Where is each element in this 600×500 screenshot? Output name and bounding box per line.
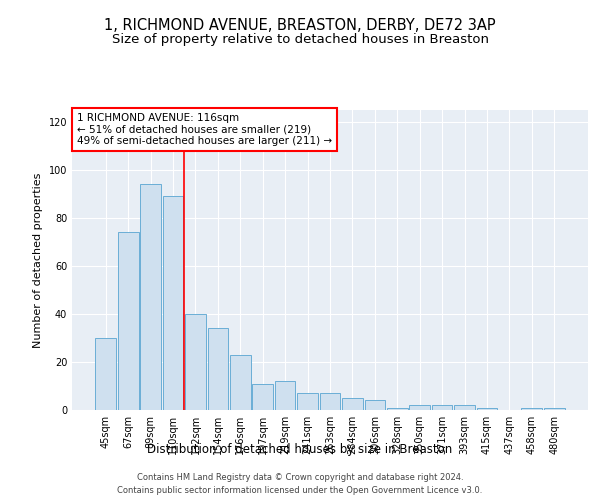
Bar [95, 338, 116, 410]
Bar [230, 355, 251, 410]
Bar [208, 328, 228, 410]
Bar [320, 393, 340, 410]
Bar [163, 196, 184, 410]
Text: Contains public sector information licensed under the Open Government Licence v3: Contains public sector information licen… [118, 486, 482, 495]
Bar [365, 400, 385, 410]
Bar [140, 184, 161, 410]
Bar [118, 232, 139, 410]
Bar [253, 384, 273, 410]
Text: 1, RICHMOND AVENUE, BREASTON, DERBY, DE72 3AP: 1, RICHMOND AVENUE, BREASTON, DERBY, DE7… [104, 18, 496, 32]
Bar [387, 408, 407, 410]
Bar [454, 405, 475, 410]
Text: Size of property relative to detached houses in Breaston: Size of property relative to detached ho… [112, 32, 488, 46]
Bar [521, 408, 542, 410]
Bar [297, 393, 318, 410]
Bar [185, 314, 206, 410]
Bar [342, 398, 363, 410]
Text: Contains HM Land Registry data © Crown copyright and database right 2024.: Contains HM Land Registry data © Crown c… [137, 472, 463, 482]
Bar [432, 405, 452, 410]
Bar [409, 405, 430, 410]
Bar [476, 408, 497, 410]
Bar [275, 381, 295, 410]
Bar [544, 408, 565, 410]
Y-axis label: Number of detached properties: Number of detached properties [33, 172, 43, 348]
Text: 1 RICHMOND AVENUE: 116sqm
← 51% of detached houses are smaller (219)
49% of semi: 1 RICHMOND AVENUE: 116sqm ← 51% of detac… [77, 113, 332, 146]
Text: Distribution of detached houses by size in Breaston: Distribution of detached houses by size … [148, 442, 452, 456]
